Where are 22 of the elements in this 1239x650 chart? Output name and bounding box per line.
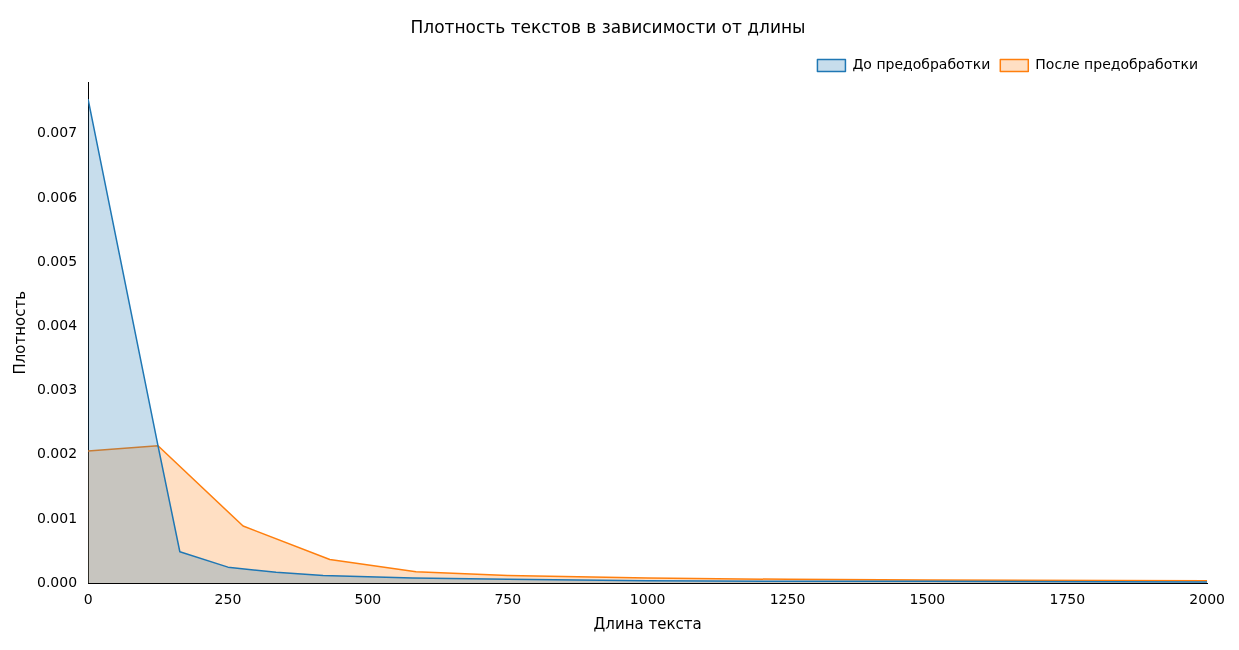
chart-title: Плотность текстов в зависимости от длины — [410, 16, 806, 37]
y-tick-label: 0.002 — [36, 445, 78, 462]
y-tick-label: 0.007 — [36, 124, 78, 141]
x-tick-label: 500 — [354, 591, 382, 608]
x-tick-label: 2000 — [1189, 591, 1226, 608]
y-axis-title: Плотность — [10, 291, 29, 375]
y-tick-label: 0.000 — [36, 573, 78, 590]
legend-label: После предобработки — [1035, 56, 1199, 73]
x-axis-title: Длина текста — [593, 614, 702, 633]
x-tick-label: 1000 — [629, 591, 666, 608]
x-tick-label: 1750 — [1049, 591, 1086, 608]
y-tick-label: 0.006 — [36, 188, 78, 205]
x-tick-label: 1250 — [769, 591, 806, 608]
y-tick-label: 0.003 — [36, 381, 78, 398]
y-tick-label: 0.005 — [36, 252, 78, 269]
x-tick-label: 750 — [494, 591, 522, 608]
x-tick-label: 0 — [83, 591, 93, 608]
legend-label: До предобработки — [852, 56, 991, 73]
x-tick-label: 1500 — [909, 591, 946, 608]
y-tick-label: 0.004 — [36, 317, 78, 334]
x-tick-label: 250 — [214, 591, 242, 608]
y-tick-label: 0.001 — [36, 509, 78, 526]
